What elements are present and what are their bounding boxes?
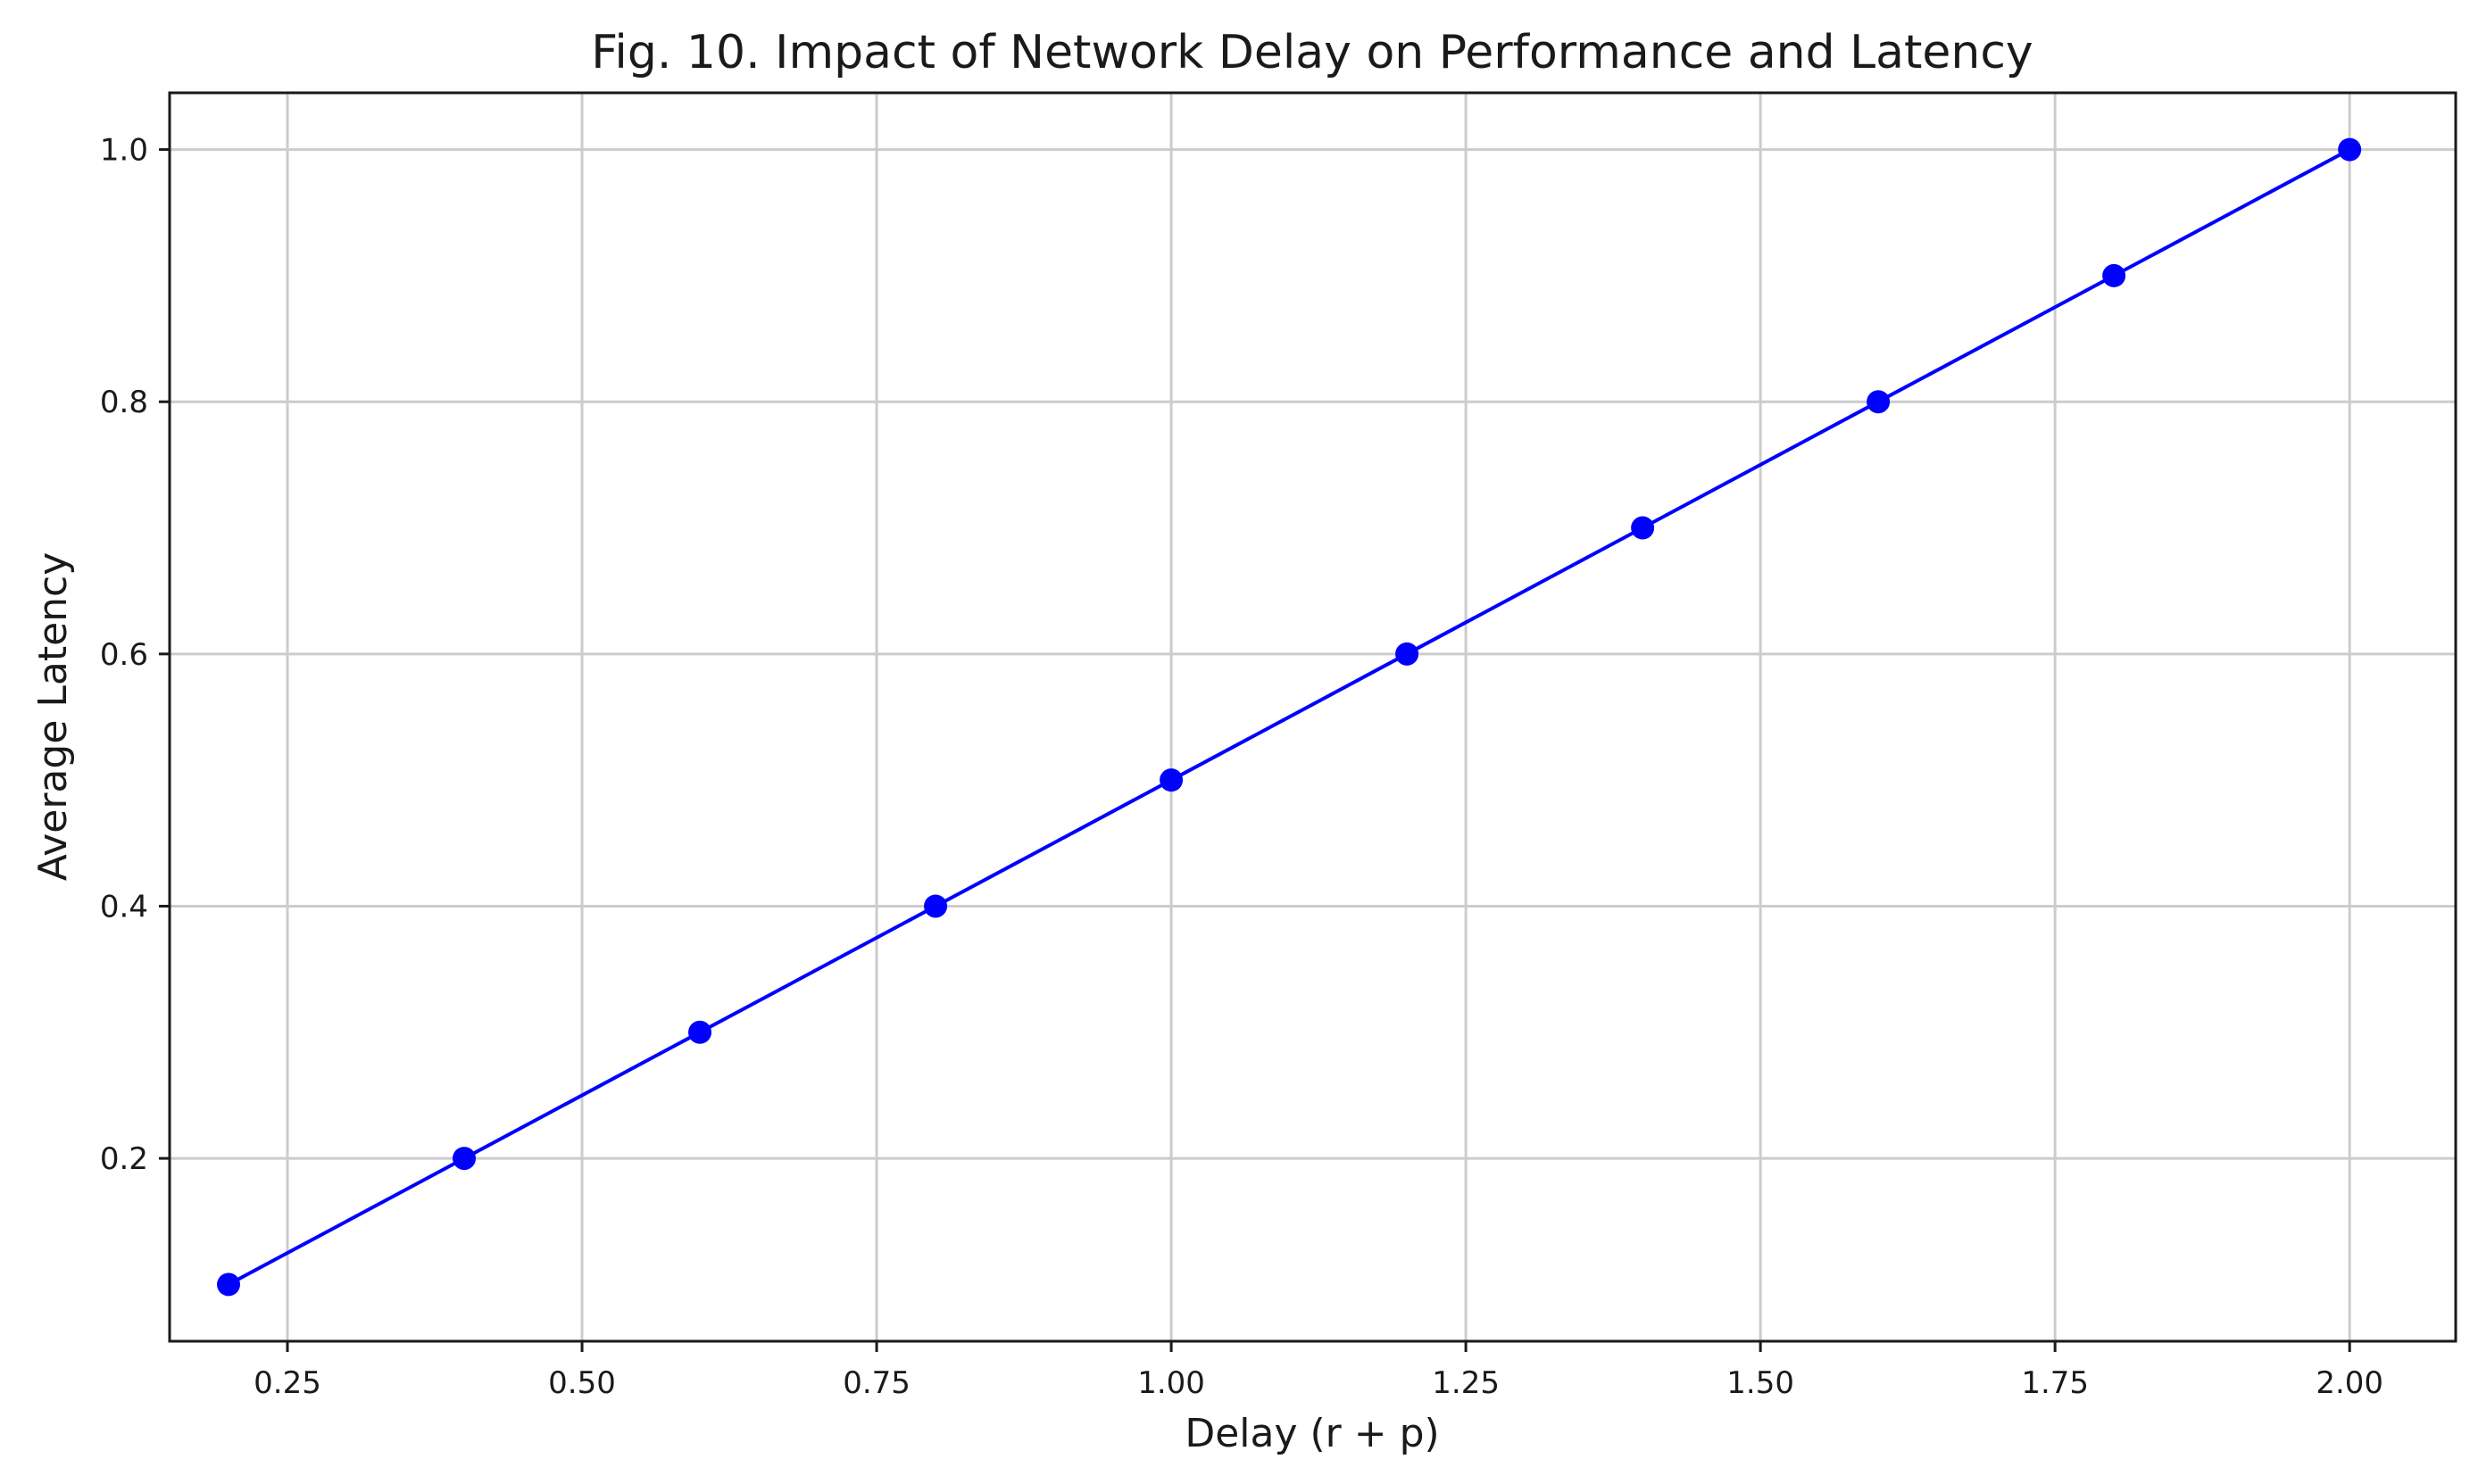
x-tick-label: 1.75 <box>2021 1365 2089 1401</box>
data-point <box>688 1020 712 1044</box>
grid <box>170 93 2456 1341</box>
y-tick-label: 0.8 <box>100 385 148 420</box>
y-tick-label: 0.4 <box>100 889 148 924</box>
data-point <box>2338 137 2362 162</box>
x-tick-label: 0.25 <box>254 1365 321 1401</box>
y-axis-label: Average Latency <box>30 552 76 882</box>
x-tick-label: 1.50 <box>1726 1365 1794 1401</box>
x-tick-label: 1.00 <box>1137 1365 1205 1401</box>
x-tick-label: 0.50 <box>548 1365 616 1401</box>
data-point <box>453 1147 477 1171</box>
y-tick-label: 0.2 <box>100 1141 148 1177</box>
data-point <box>1631 516 1655 540</box>
x-tick-label: 0.75 <box>843 1365 911 1401</box>
data-point <box>1395 642 1419 666</box>
ticks: 0.25 0.50 0.75 1.00 1.25 1.50 1.75 2.00 0.2 0.4 0.… <box>100 133 2383 1401</box>
y-tick-label: 1.0 <box>100 133 148 169</box>
data-point <box>1867 390 1891 414</box>
x-tick-label: 2.00 <box>2316 1365 2383 1401</box>
series-layer <box>217 137 2362 1297</box>
data-point <box>2102 263 2126 287</box>
plot-frame <box>168 91 2457 1343</box>
chart-title: Fig. 10. Impact of Network Delay on Perf… <box>591 26 2033 79</box>
data-point <box>924 894 948 918</box>
y-tick-label: 0.6 <box>100 637 148 673</box>
x-axis-label: Delay (r + p) <box>1185 1411 1439 1456</box>
data-point <box>1160 768 1184 792</box>
series-line <box>228 147 2351 1287</box>
data-point <box>217 1273 241 1297</box>
x-tick-label: 1.25 <box>1432 1365 1500 1401</box>
